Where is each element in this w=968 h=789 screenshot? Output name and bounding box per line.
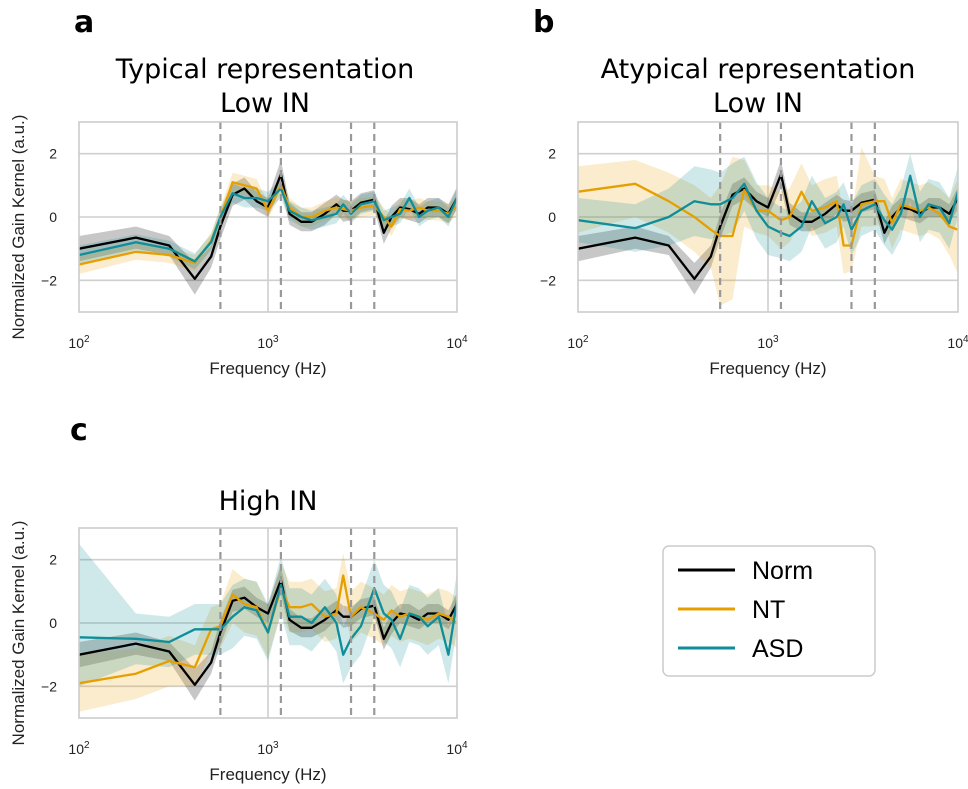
panel-b-title-line1: Atypical representation <box>601 54 916 85</box>
legend-label-asd: ASD <box>752 635 803 663</box>
y-tick-label: −2 <box>540 272 556 288</box>
x-tick-label: 104 <box>446 334 468 351</box>
x-axis-label: Frequency (Hz) <box>209 765 326 784</box>
x-tick-label: 103 <box>757 334 779 351</box>
y-tick-label: 0 <box>49 615 57 631</box>
y-tick-label: 0 <box>548 209 556 225</box>
panel-a: a Typical representation Low IN −2 0 2 102 1… <box>9 5 468 378</box>
panel-letter-a: a <box>74 5 94 40</box>
band-asd <box>79 543 457 687</box>
plot-area <box>79 543 457 712</box>
series-line-norm <box>578 173 958 280</box>
panel-c-plot: −2 0 2 102 103 104 Frequency (Hz) Normalized Ga… <box>9 521 468 784</box>
y-tick-label: −2 <box>41 678 57 694</box>
series-line-asd <box>79 583 457 656</box>
panel-c-title: High IN <box>219 486 318 517</box>
band-norm <box>578 160 958 295</box>
panel-b-title-line2: Low IN <box>713 88 803 119</box>
y-tick-label: 2 <box>49 552 57 568</box>
plot-area <box>79 160 457 295</box>
y-axis-label: Normalized Gain Kernel (a.u.) <box>9 521 28 746</box>
panel-a-title-line1: Typical representation <box>115 54 414 85</box>
axes-frame <box>78 121 458 313</box>
y-tick-label: 2 <box>49 146 57 162</box>
series-line-asd <box>79 187 457 263</box>
axes-frame <box>577 121 959 313</box>
x-tick-label: 103 <box>257 334 279 351</box>
y-tick-label: 2 <box>548 146 556 162</box>
panel-c: c High IN −2 0 2 102 103 104 Frequency (Hz) Nor… <box>9 413 468 784</box>
x-tick-label: 102 <box>68 740 90 757</box>
plot-area <box>578 147 958 306</box>
y-tick-label: −2 <box>41 272 57 288</box>
legend-label-norm: Norm <box>752 557 813 585</box>
band-norm <box>79 566 457 701</box>
panel-a-plot: −2 0 2 102 103 104 Frequency (Hz) Normalized Ga… <box>9 115 468 378</box>
panel-letter-b: b <box>533 5 554 40</box>
series-line-asd <box>578 174 958 238</box>
x-tick-label: 104 <box>446 740 468 757</box>
band-norm <box>79 160 457 295</box>
panel-b: b Atypical representation Low IN −2 0 2 102… <box>533 5 968 378</box>
x-axis-label: Frequency (Hz) <box>209 359 326 378</box>
panel-a-title-line2: Low IN <box>220 88 310 119</box>
x-tick-label: 104 <box>947 334 968 351</box>
legend-label-nt: NT <box>752 596 785 624</box>
y-axis-label: Normalized Gain Kernel (a.u.) <box>9 115 28 340</box>
series-line-norm <box>79 579 457 686</box>
x-tick-label: 102 <box>68 334 90 351</box>
axes-frame <box>78 527 458 719</box>
legend-box <box>662 545 876 677</box>
legend: Norm NT ASD <box>662 545 876 677</box>
y-tick-label: 0 <box>49 209 57 225</box>
panel-b-plot: −2 0 2 102 103 104 Frequency (Hz) <box>540 121 968 378</box>
band-nt <box>79 172 457 274</box>
series-line-nt <box>578 182 958 247</box>
x-axis-label: Frequency (Hz) <box>709 359 826 378</box>
panel-letter-c: c <box>70 413 88 448</box>
x-tick-label: 102 <box>567 334 589 351</box>
x-tick-label: 103 <box>257 740 279 757</box>
